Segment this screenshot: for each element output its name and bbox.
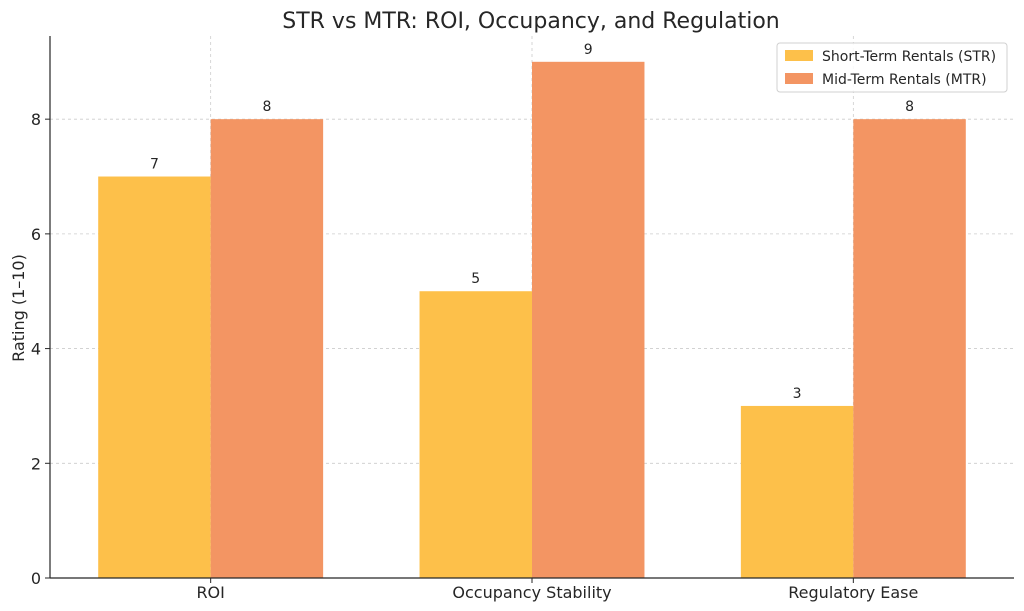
y-tick-label: 8 (31, 110, 41, 129)
bar-mtr-0 (210, 119, 324, 578)
y-tick-label: 2 (31, 454, 41, 473)
y-tick-label: 0 (31, 569, 41, 588)
bar-str-1 (419, 291, 532, 578)
bar-mtr-2 (853, 119, 966, 578)
x-tick-label: ROI (196, 583, 224, 602)
y-tick-label: 4 (31, 340, 41, 359)
legend-box (776, 42, 1008, 93)
bar-value-label: 3 (793, 386, 802, 402)
bar-str-2 (740, 405, 854, 578)
y-tick-label: 6 (31, 225, 41, 244)
legend-label: Mid-Term Rentals (MTR) (822, 72, 987, 88)
bar-value-label: 9 (584, 42, 593, 58)
legend-swatch (785, 50, 813, 61)
x-tick-label: Regulatory Ease (788, 583, 918, 602)
bar-str-0 (98, 176, 211, 578)
axes-layer: 0 2 4 6 8 ROI Occupancy Stability Regulatory Ea… (31, 36, 1014, 602)
bar-mtr-1 (532, 61, 645, 579)
bar-value-label: 8 (262, 99, 271, 115)
data-labels-layer: 7 5 3 8 9 8 (150, 42, 914, 402)
bar-value-label: 5 (471, 271, 480, 287)
legend-swatch (785, 73, 813, 84)
y-axis-label: Rating (1–10) (9, 254, 28, 362)
legend-label: Short-Term Rentals (STR) (822, 49, 996, 65)
bars-layer (98, 61, 966, 579)
bar-value-label: 8 (905, 99, 914, 115)
chart-title: STR vs MTR: ROI, Occupancy, and Regulati… (282, 9, 779, 34)
bar-value-label: 7 (150, 157, 159, 173)
x-tick-label: Occupancy Stability (452, 583, 611, 602)
legend: Short-Term Rentals (STR) Mid-Term Rentals… (776, 42, 1008, 93)
